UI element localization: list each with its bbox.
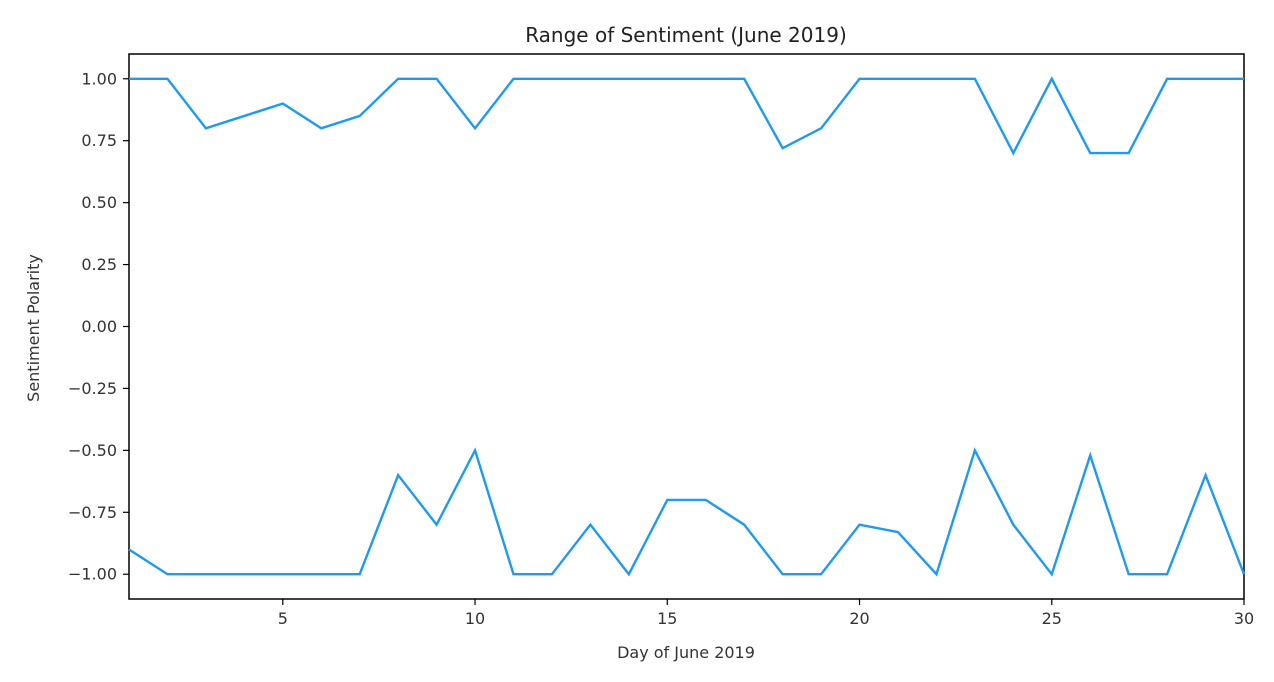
y-tick-label: 0.75 xyxy=(81,131,117,150)
y-tick-label: 1.00 xyxy=(81,69,117,88)
chart-title: Range of Sentiment (June 2019) xyxy=(525,23,847,47)
y-tick-label: −0.50 xyxy=(68,441,117,460)
y-tick-label: −0.75 xyxy=(68,503,117,522)
series-lines xyxy=(128,76,1246,577)
y-tick-label: 0.25 xyxy=(81,255,117,274)
series-line-lower xyxy=(128,447,1246,577)
y-axis-ticks: 1.00 0.75 0.50 0.25 0.00 −0.25 −0.50 −0.75 −1.00 xyxy=(68,69,129,584)
x-tick-label: 10 xyxy=(465,609,485,628)
y-tick-label: 0.00 xyxy=(81,317,117,336)
x-tick-label: 30 xyxy=(1234,609,1254,628)
y-tick-label: −1.00 xyxy=(68,565,117,584)
x-tick-label: 15 xyxy=(657,609,677,628)
plot-area-frame xyxy=(128,53,1245,600)
x-axis-ticks: 5 10 15 20 25 30 xyxy=(278,599,1254,628)
x-axis-label: Day of June 2019 xyxy=(617,643,755,662)
x-tick-label: 25 xyxy=(1042,609,1062,628)
y-tick-label: 0.50 xyxy=(81,193,117,212)
x-tick-label: 20 xyxy=(849,609,869,628)
series-line-upper xyxy=(129,76,1244,156)
x-tick-label: 5 xyxy=(278,609,288,628)
y-tick-label: −0.25 xyxy=(68,379,117,398)
y-axis-label: Sentiment Polarity xyxy=(24,254,43,402)
